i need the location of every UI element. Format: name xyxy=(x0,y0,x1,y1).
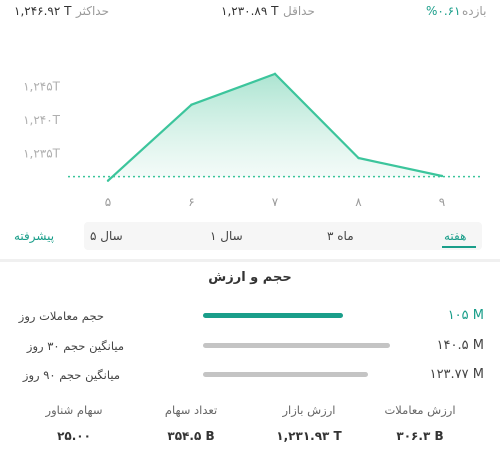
stats-row: بازده %۰.۶۱ حداقل ۱,۲۳۰.۸۹ T حداکثر ۱,۲۴… xyxy=(0,0,500,26)
min-price-label: حداقل xyxy=(283,4,315,18)
data-point xyxy=(190,103,193,106)
y-tick-label: ۱,۲۳۵T xyxy=(23,146,61,160)
chart-area xyxy=(108,73,442,181)
max-price-value: ۱,۲۴۶.۹۲ T xyxy=(14,4,72,18)
volume-row-bar xyxy=(203,372,368,377)
max-price-label: حداکثر xyxy=(76,4,110,18)
x-tick-label: ۸ xyxy=(355,195,362,209)
volume-row-value: ۱۲۳.۷۷ M xyxy=(429,367,484,382)
x-tick-label: ۹ xyxy=(439,195,445,209)
period-tabs: هفته ۳ ماه ۱ سال ۵ سال پیشرفته xyxy=(0,222,500,252)
volume-row-30d: ۱۴۰.۵ M میانگین حجم ۳۰ روز xyxy=(0,337,500,357)
return-value: %۰.۶۱ xyxy=(426,4,461,18)
y-tick-label: ۱,۲۴۵T xyxy=(23,80,61,94)
share-count-label: تعداد سهام xyxy=(164,403,218,417)
section-title: حجم و ارزش xyxy=(208,270,292,285)
tab-week[interactable]: هفته xyxy=(444,229,467,243)
tab-advanced[interactable]: پیشرفته xyxy=(14,229,55,243)
y-tick-label: ۱,۲۴۰T xyxy=(23,113,61,127)
return-label: بازده xyxy=(462,4,487,18)
float-shares-value: ۲۵.۰۰ xyxy=(57,429,91,443)
volume-row-label: میانگین حجم ۹۰ روز xyxy=(22,368,120,382)
data-point xyxy=(106,179,110,182)
volume-row-label: حجم معاملات روز xyxy=(18,309,104,323)
volume-row-value: ۱۴۰.۵ M xyxy=(436,338,484,353)
market-value-value: ۱,۲۳۱.۹۳ T xyxy=(276,429,342,443)
volume-row-value: ۱۰۵ M xyxy=(447,308,484,323)
min-price-value: ۱,۲۳۰.۸۹ T xyxy=(221,4,279,18)
x-tick-label: ۵ xyxy=(105,195,111,209)
volume-row-90d: ۱۲۳.۷۷ M میانگین حجم ۹۰ روز xyxy=(0,366,500,386)
volume-row-label: میانگین حجم ۳۰ روز xyxy=(26,339,124,353)
volume-row-bar xyxy=(203,313,343,318)
tabs-background xyxy=(84,222,482,250)
share-count-value: ۳۵۴.۵ B xyxy=(167,429,215,443)
x-tick-label: ۶ xyxy=(188,195,194,209)
x-tick-label: ۷ xyxy=(272,195,279,209)
market-value-label: ارزش بازار xyxy=(282,403,336,417)
tab-week-underline xyxy=(442,246,476,248)
trade-value-value: ۳۰۶.۳ B xyxy=(396,429,444,443)
tab-three-month[interactable]: ۳ ماه xyxy=(327,229,354,243)
data-point xyxy=(357,156,360,160)
section-divider xyxy=(0,259,500,262)
tab-five-year[interactable]: ۵ سال xyxy=(90,229,123,243)
volume-row-bar xyxy=(203,343,390,348)
float-shares-label: سهام شناور xyxy=(45,403,103,417)
tab-one-year[interactable]: ۱ سال xyxy=(210,229,243,243)
price-chart: ۱,۲۴۵T ۱,۲۴۰T ۱,۲۳۵T ۵ ۶ ۷ ۸ ۹ xyxy=(23,72,482,209)
trade-value-label: ارزش معاملات xyxy=(384,403,456,417)
data-point xyxy=(440,174,444,178)
volume-row-daily: ۱۰۵ M حجم معاملات روز xyxy=(0,307,500,327)
data-point xyxy=(273,72,277,76)
